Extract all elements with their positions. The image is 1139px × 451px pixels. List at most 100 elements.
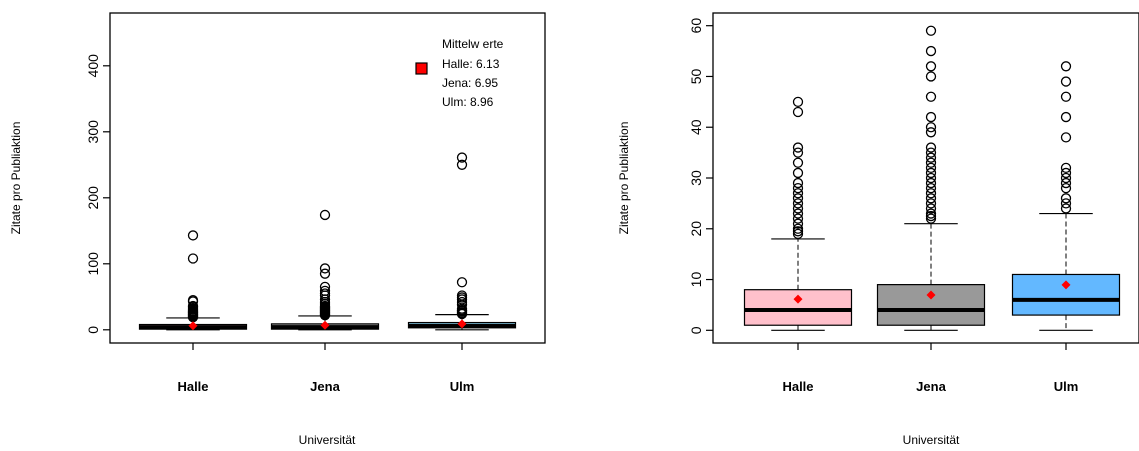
outlier-point: [1060, 198, 1072, 209]
x-category-label: Jena: [916, 379, 946, 394]
y-tick-label: 50: [688, 68, 704, 84]
outlier-point: [187, 253, 199, 264]
legend-entry: Ulm: 8.96: [442, 95, 494, 109]
outlier-point: [1060, 61, 1072, 72]
outlier-point: [925, 45, 937, 57]
outlier-point: [925, 213, 937, 224]
outlier-point: [792, 213, 804, 224]
outlier-point: [925, 61, 937, 72]
outlier-point: [1060, 162, 1072, 173]
outlier-point: [925, 188, 937, 199]
mean-marker: [1061, 280, 1071, 290]
legend-entry: Halle: 6.13: [442, 57, 500, 71]
outlier-point: [925, 152, 937, 163]
plot-frame: [109, 12, 546, 344]
outlier-point: [925, 167, 937, 179]
outlier-point: [319, 263, 331, 274]
y-axis-label: Zitate pro Publiaktion: [617, 122, 631, 235]
outlier-point: [925, 193, 937, 204]
right-box-plot: 0 10 20 30 40 50 60 Zitate pro Publiaktion Unive…: [617, 12, 1139, 447]
outlier-point: [925, 177, 937, 189]
outlier-point: [319, 288, 331, 299]
mean-marker: [320, 320, 330, 330]
outlier-point: [456, 277, 468, 288]
mean-marker: [926, 290, 936, 300]
outlier-point: [925, 172, 937, 184]
x-category-label: Ulm: [450, 379, 475, 394]
y-tick-label: 400: [85, 54, 101, 78]
outlier-point: [1060, 193, 1072, 204]
outlier-point: [792, 96, 804, 107]
box-halle: Halle: [138, 230, 248, 394]
outlier-point: [1060, 183, 1072, 194]
outlier-point: [792, 167, 804, 179]
legend: Mittelw erte Halle: 6.13 Jena: 6.95 Ulm: 8.…: [415, 37, 504, 109]
outlier-point: [792, 226, 804, 237]
outlier-point: [925, 127, 937, 138]
outlier-point: [792, 188, 804, 199]
x-category-label: Ulm: [1054, 379, 1079, 394]
outlier-point: [792, 198, 804, 209]
outlier-point: [925, 208, 937, 219]
mean-marker: [457, 319, 467, 329]
outlier-point: [925, 25, 937, 36]
box-jena: Jena: [876, 25, 986, 394]
y-tick-label: 60: [688, 18, 704, 34]
y-tick-label: 200: [85, 186, 101, 210]
y-tick-label: 10: [688, 272, 704, 288]
outlier-point: [456, 152, 468, 163]
outlier-point: [792, 193, 804, 204]
y-axis-label: Zitate pro Publiaktion: [9, 122, 23, 235]
outlier-point: [792, 228, 804, 239]
outlier-point: [319, 285, 331, 297]
outlier-point: [792, 183, 804, 194]
box-halle: Halle: [743, 96, 853, 394]
outlier-point: [187, 300, 199, 312]
outlier-point: [925, 91, 937, 102]
x-category-label: Halle: [177, 379, 208, 394]
mean-marker: [793, 294, 803, 304]
x-category-label: Halle: [782, 379, 813, 394]
y-tick-label: 30: [688, 170, 704, 186]
outlier-point: [925, 111, 937, 123]
outlier-point: [1060, 76, 1072, 87]
outlier-point: [1060, 177, 1072, 189]
left-box-plot: 0 100 200 300 400 Zitate pro Publiaktion Unive…: [9, 12, 546, 447]
outlier-point: [925, 183, 937, 194]
outlier-point: [792, 106, 804, 118]
outlier-point: [456, 296, 468, 308]
legend-title: Mittelw erte: [442, 37, 504, 51]
outlier-point: [1060, 91, 1072, 102]
outlier-point: [792, 208, 804, 219]
x-axis-label: Universität: [299, 433, 356, 447]
legend-swatch: [415, 62, 428, 75]
y-tick-label: 20: [688, 221, 704, 237]
outlier-point: [925, 122, 937, 133]
outlier-point: [925, 162, 937, 173]
outlier-point: [792, 147, 804, 158]
outlier-point: [792, 218, 804, 229]
mean-marker: [188, 321, 198, 331]
outlier-point: [792, 203, 804, 214]
outlier-point: [1060, 132, 1072, 143]
box-ulm: Ulm: [407, 152, 517, 394]
box-ulm: Ulm: [1011, 61, 1121, 394]
outlier-point: [456, 290, 468, 301]
outlier-point: [1060, 203, 1072, 214]
outlier-point: [792, 157, 804, 168]
y-tick-label: 40: [688, 119, 704, 135]
outlier-point: [925, 198, 937, 209]
outlier-point: [456, 159, 468, 170]
legend-entry: Jena: 6.95: [442, 76, 498, 90]
outlier-point: [925, 210, 937, 222]
outlier-point: [792, 177, 804, 189]
outlier-point: [925, 157, 937, 168]
outlier-point: [1060, 172, 1072, 184]
outlier-point: [925, 71, 937, 82]
outlier-point: [187, 230, 199, 241]
outlier-point: [319, 209, 331, 221]
box-jena: Jena: [270, 209, 380, 394]
outlier-point: [1060, 167, 1072, 179]
outlier-point: [925, 203, 937, 214]
